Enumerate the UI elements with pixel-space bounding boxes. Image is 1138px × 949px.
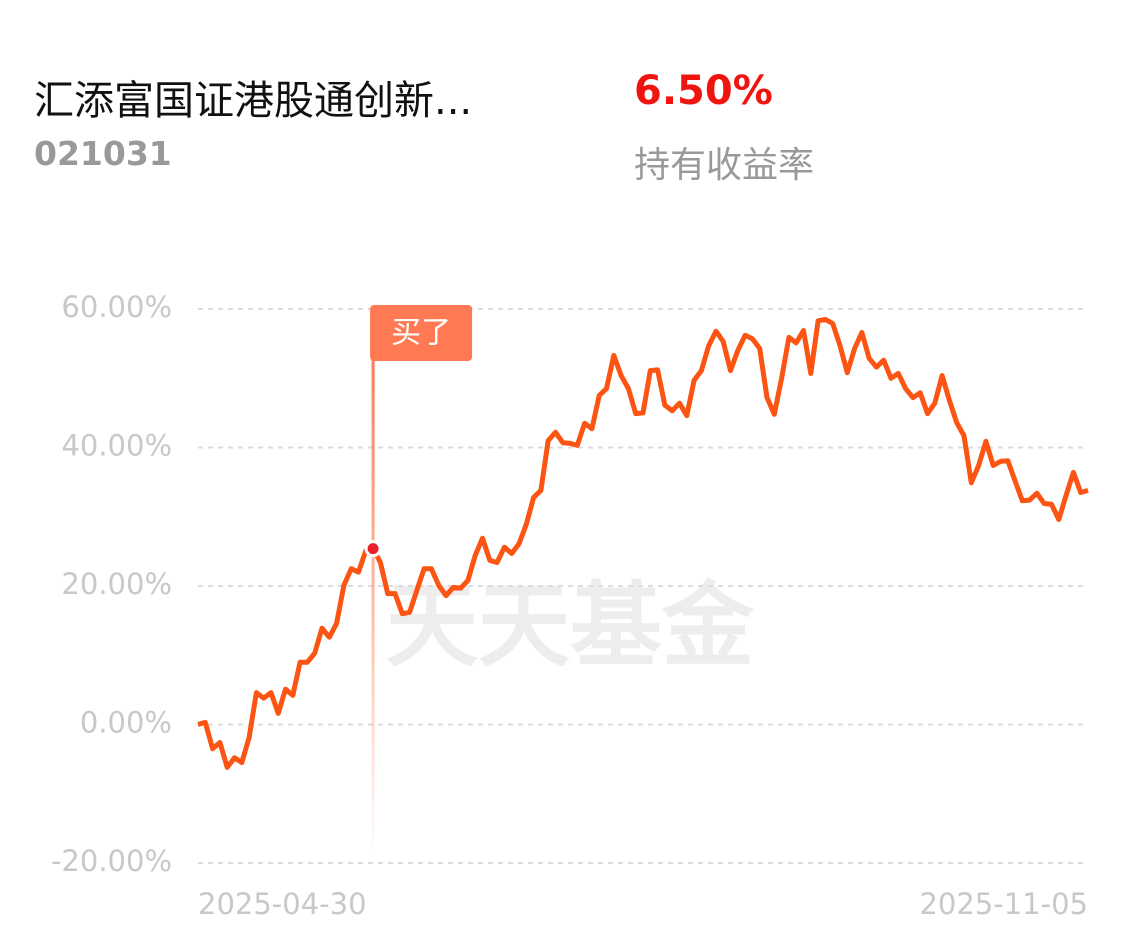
y-tick-label: -20.00% (51, 844, 172, 878)
fund-code: 021031 (34, 134, 172, 173)
fund-title: 汇添富国证港股通创新... (34, 78, 473, 124)
x-tick-label: 2025-04-30 (198, 887, 367, 921)
y-tick-label: 40.00% (61, 429, 172, 463)
return-value: 6.50% (634, 68, 773, 114)
watermark: 天天基金 (386, 572, 755, 679)
y-tick-label: 20.00% (61, 567, 172, 601)
buy-point (364, 540, 382, 558)
y-tick-label: 0.00% (80, 706, 172, 740)
x-tick-label: 2025-11-05 (919, 887, 1088, 921)
y-tick-label: 60.00% (61, 290, 172, 324)
return-label: 持有收益率 (634, 145, 815, 186)
buy-label: 买了 (391, 316, 451, 351)
buy-line (371, 358, 375, 858)
line (197, 316, 1089, 770)
buy-flag (370, 305, 473, 361)
